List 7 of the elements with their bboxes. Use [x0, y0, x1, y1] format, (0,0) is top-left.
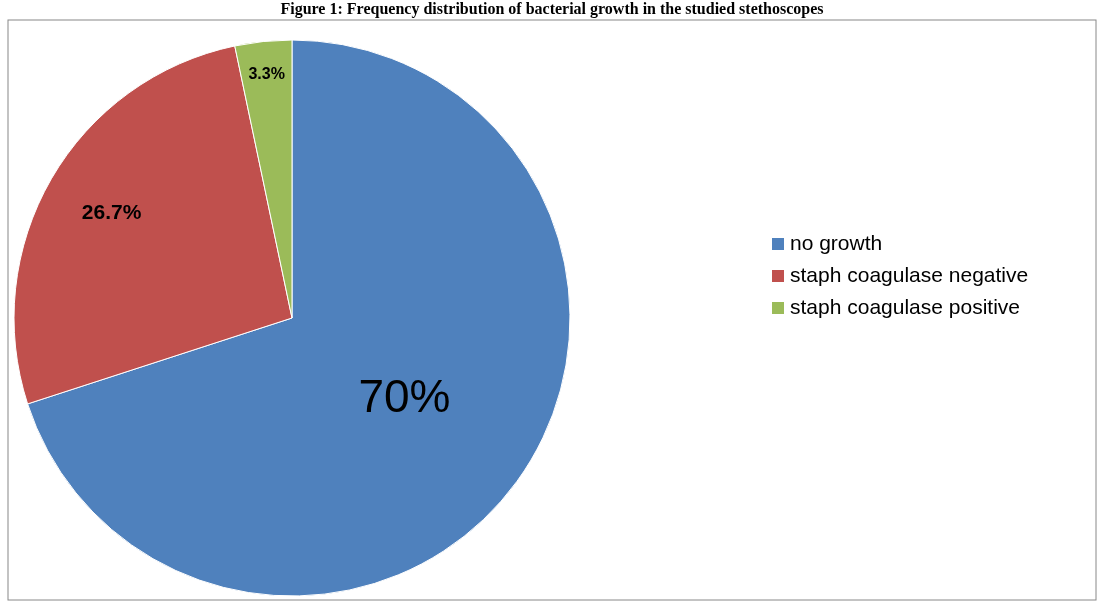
chart-title: Figure 1: Frequency distribution of bacterial growth in the studied stethoscopes	[280, 0, 824, 18]
legend-label: staph coagulase positive	[790, 294, 1020, 318]
legend-label: staph coagulase negative	[790, 262, 1029, 286]
data-label: 26.7%	[81, 200, 142, 224]
data-label: 3.3%	[248, 64, 285, 82]
data-label: 70%	[358, 369, 451, 422]
legend-label: no growth	[790, 230, 883, 254]
